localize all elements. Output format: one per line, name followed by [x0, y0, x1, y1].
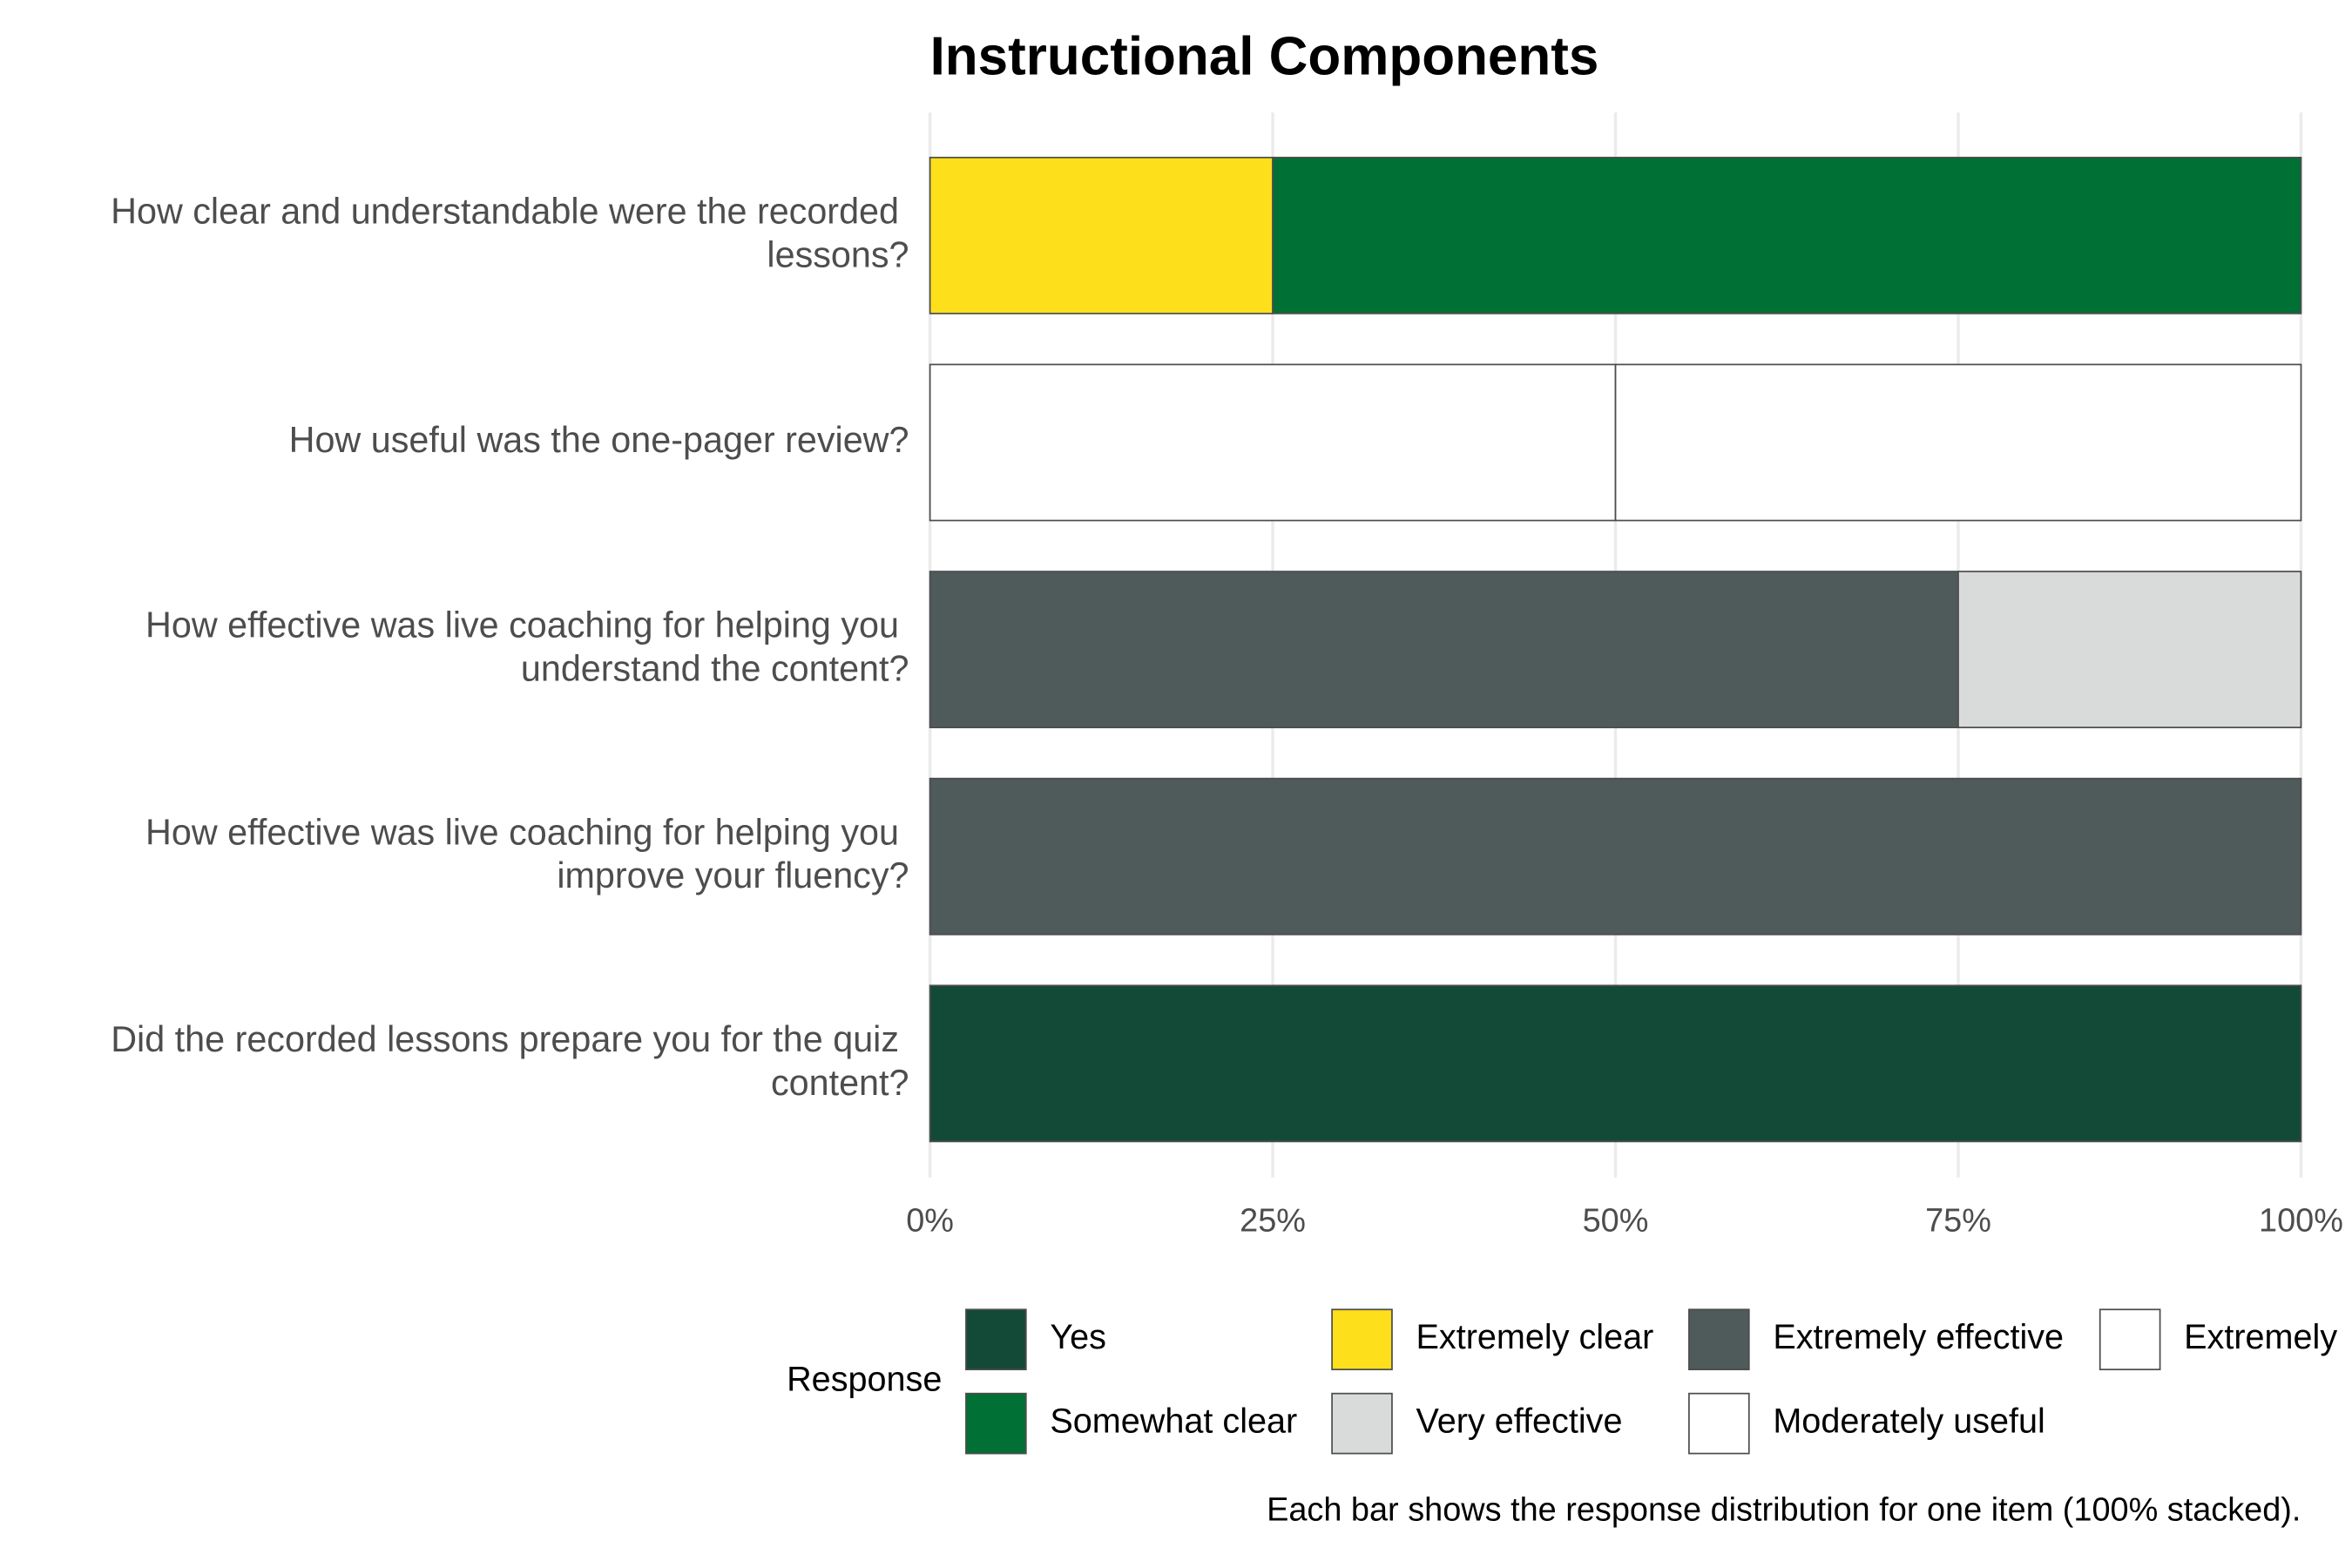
x-tick-label: 50% [1583, 1202, 1649, 1239]
caption: Each bar shows the response distribution… [1267, 1492, 2301, 1529]
bar-segment [929, 984, 2302, 1143]
x-tick-label: 75% [1925, 1202, 1991, 1239]
bar-segment [929, 363, 1617, 522]
legend-label: Extremely [2184, 1318, 2337, 1356]
legend-swatch [2099, 1308, 2161, 1370]
legend-swatch [1688, 1392, 1750, 1455]
legend-title: Response [787, 1360, 942, 1398]
legend-swatch [965, 1308, 1027, 1370]
x-tick-label: 100% [2259, 1202, 2343, 1239]
y-tick-label: How useful was the one-pager review? [289, 420, 909, 460]
legend-swatch [1331, 1392, 1393, 1455]
legend-swatch [1688, 1308, 1750, 1370]
legend-label: Somewhat clear [1050, 1402, 1297, 1441]
y-tick-label: Did the recorded lessons prepare you for… [111, 1019, 909, 1103]
bar-segment [929, 571, 1959, 729]
legend-swatch [965, 1392, 1027, 1455]
legend-label: Extremely clear [1416, 1318, 1654, 1356]
y-tick-label: How effective was live coaching for help… [145, 605, 909, 689]
chart-title: Instructional Components [930, 26, 1599, 86]
bar-segment [1272, 156, 2302, 314]
bar-segment [1957, 571, 2302, 729]
legend-label: Moderately useful [1773, 1402, 2045, 1441]
legend-label: Extremely effective [1773, 1318, 2064, 1356]
legend-swatch [1331, 1308, 1393, 1370]
bar-segment [929, 156, 1274, 314]
y-tick-label: How clear and understandable were the re… [111, 191, 909, 274]
bar-segment [1614, 363, 2302, 522]
legend-label: Yes [1050, 1318, 1106, 1356]
x-tick-label: 0% [906, 1202, 954, 1239]
y-tick-label: How effective was live coaching for help… [145, 812, 909, 896]
bar-segment [929, 777, 2302, 936]
x-tick-label: 25% [1240, 1202, 1306, 1239]
legend-label: Very effective [1416, 1402, 1623, 1441]
